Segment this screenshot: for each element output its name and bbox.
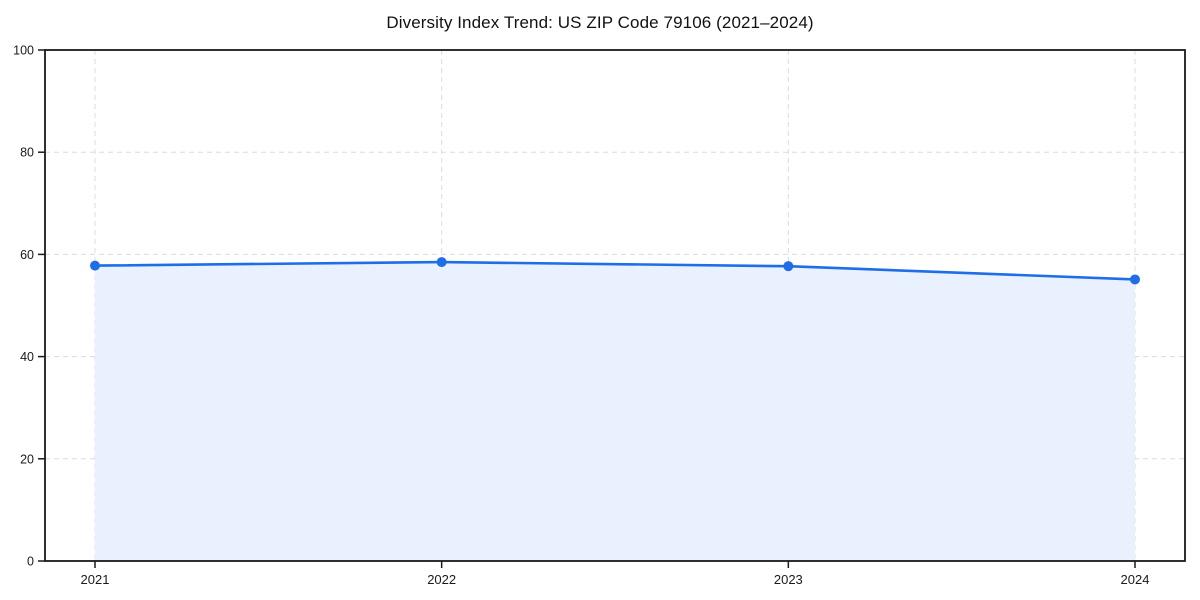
chart-title: Diversity Index Trend: US ZIP Code 79106… (386, 13, 814, 32)
data-point-marker (436, 257, 447, 268)
x-tick-label: 2022 (427, 572, 456, 587)
data-point-marker (90, 260, 100, 271)
data-point-marker (1130, 274, 1140, 285)
y-tick-label: 0 (27, 555, 34, 569)
y-tick-label: 80 (20, 146, 34, 160)
trend-line (93, 260, 1137, 281)
y-tick-label: 100 (13, 44, 34, 58)
y-tick-label: 20 (20, 452, 34, 466)
x-tick-label: 2021 (81, 572, 110, 587)
y-tick-label: 60 (20, 248, 34, 262)
x-tick-label: 2024 (1121, 572, 1150, 587)
area-fill (95, 262, 1135, 561)
x-tick-label: 2023 (774, 572, 803, 587)
data-point-marker (783, 261, 794, 272)
plot-border (44, 49, 1186, 562)
y-tick-label: 40 (20, 350, 34, 364)
